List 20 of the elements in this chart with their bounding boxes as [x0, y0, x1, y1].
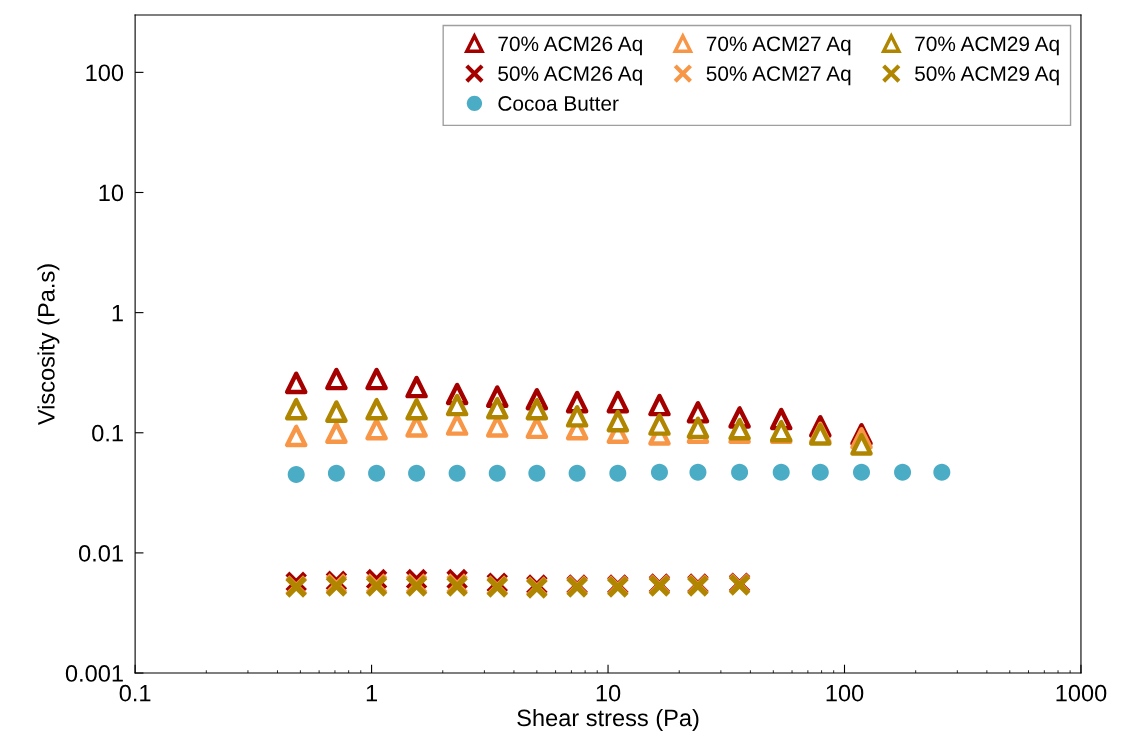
y-tick-label: 10: [99, 184, 124, 202]
y-tick-label: 100: [86, 64, 124, 82]
y-tick-label: 0.1: [92, 424, 123, 442]
y-tick-label: 1: [112, 304, 123, 322]
legend-label: 70% ACM26 Aq: [498, 36, 642, 56]
legend-label: 50% ACM29 Aq: [915, 66, 1059, 86]
x-tick-label: 1: [366, 685, 377, 702]
legend-label: 50% ACM26 Aq: [498, 66, 642, 86]
legend-label: 70% ACM29 Aq: [915, 36, 1059, 56]
x-tick-label: 10: [596, 684, 621, 702]
legend-label: Cocoa Butter: [498, 96, 619, 111]
y-tick-label: 0.01: [78, 544, 123, 562]
x-axis-title: Shear stress (Pa): [517, 708, 699, 731]
x-tick-label: 0.1: [119, 684, 151, 702]
y-tick-label: 0.001: [65, 665, 123, 682]
y-axis-title: Viscosity (Pa.s): [37, 264, 60, 426]
legend-label: 50% ACM27 Aq: [706, 66, 851, 86]
x-tick-label: 1000: [1056, 684, 1107, 702]
x-tick-label: 100: [826, 684, 864, 702]
legend-label: 70% ACM27 Aq: [706, 36, 851, 56]
